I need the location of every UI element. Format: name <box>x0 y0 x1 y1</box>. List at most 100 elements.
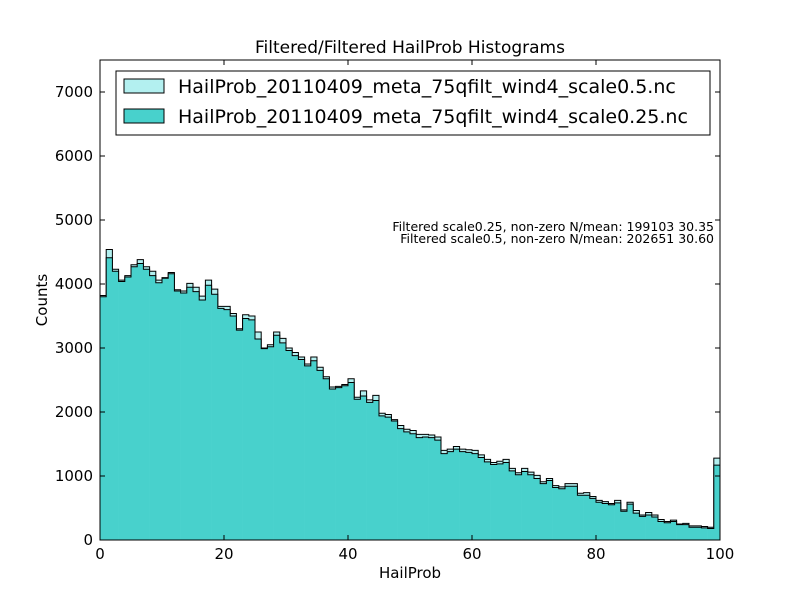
series-1 <box>99 257 721 540</box>
histogram-bar <box>689 527 696 540</box>
histogram-bar <box>131 266 138 540</box>
axes: 0 20 40 60 80 1000100020003000400050006000700… <box>55 59 735 563</box>
histogram-bar <box>143 269 150 540</box>
histogram-bar <box>583 495 591 540</box>
histogram-bar <box>676 524 684 540</box>
histogram-bar <box>503 462 510 540</box>
histogram-bar <box>199 300 206 540</box>
histogram-bar <box>695 527 702 540</box>
histogram-bar <box>112 271 119 540</box>
histogram-bar <box>664 522 671 540</box>
histogram-bar <box>589 498 597 540</box>
histogram-bar <box>329 388 336 540</box>
legend: HailProb_20110409_meta_75qfilt_wind4_sca… <box>115 70 711 136</box>
histogram-bar <box>651 516 659 540</box>
histogram-bar <box>267 346 274 540</box>
histogram-bar <box>496 463 504 540</box>
histogram-bar <box>372 400 380 540</box>
x-tick-label: 20 <box>214 545 233 563</box>
histogram-bar <box>670 521 677 540</box>
y-tick-label: 3000 <box>55 339 93 357</box>
y-tick-label: 1000 <box>55 467 93 485</box>
histogram-bar <box>614 502 622 540</box>
histogram-bar <box>565 486 572 540</box>
x-tick-label: 100 <box>706 545 735 563</box>
histogram-bar <box>180 292 188 540</box>
histogram-bar <box>100 296 107 540</box>
histogram-bar <box>527 474 535 540</box>
legend-frame <box>115 70 711 136</box>
histogram-bar <box>155 282 163 540</box>
histogram-bar <box>416 437 423 540</box>
plot-frame <box>99 59 721 541</box>
histogram-bar <box>255 339 262 540</box>
x-axis-label: HailProb <box>379 564 441 582</box>
histogram-bar <box>106 257 113 540</box>
histogram-bar <box>490 464 498 540</box>
histogram-bar <box>515 474 522 540</box>
histogram-bar <box>447 451 454 540</box>
histogram-bar <box>217 308 225 540</box>
y-tick-label: 2000 <box>55 403 93 421</box>
histogram-bar <box>310 360 318 540</box>
histogram-bar <box>137 263 144 540</box>
histogram-bar <box>509 470 516 540</box>
histogram-bar <box>317 370 324 540</box>
histogram-bar <box>472 453 479 540</box>
histogram-bar <box>224 309 231 540</box>
histogram-bar <box>627 504 634 540</box>
histogram-bar <box>205 285 212 540</box>
histogram-bar <box>558 488 566 540</box>
histogram-bar <box>261 348 268 540</box>
histogram-bar <box>465 452 473 540</box>
histogram-bar <box>236 330 243 540</box>
histogram-bar <box>298 359 305 540</box>
y-axis-label: Counts <box>33 274 51 327</box>
x-tick-label: 0 <box>95 545 105 563</box>
histogram-bar <box>639 516 646 540</box>
histogram-bar <box>596 502 603 540</box>
histogram-bar <box>633 513 640 540</box>
histogram-bar <box>552 487 560 540</box>
annotation-scale05: Filtered scale0.5, non-zero N/mean: 2026… <box>400 231 714 246</box>
histogram-bar <box>571 486 578 540</box>
histogram-bar <box>540 483 547 540</box>
legend-label-scale025: HailProb_20110409_meta_75qfilt_wind4_sca… <box>178 106 688 128</box>
histogram-bar <box>292 355 299 540</box>
histogram-bar <box>168 273 175 540</box>
histogram-bar <box>149 275 157 540</box>
histogram-bar <box>428 437 436 540</box>
histogram-bar <box>323 378 330 540</box>
histogram-bar <box>379 415 386 540</box>
histogram-bar <box>534 478 541 540</box>
histogram-bar <box>193 291 200 540</box>
histogram-bar <box>124 276 132 540</box>
histogram-bar <box>230 316 237 540</box>
histogram-bar <box>391 420 398 540</box>
histogram-bar <box>286 350 293 540</box>
histogram-bar <box>577 495 584 540</box>
histogram-bar <box>658 521 665 540</box>
series-outline <box>99 257 721 540</box>
histogram-bar <box>248 319 256 540</box>
histogram-bar <box>186 287 194 540</box>
histogram-bar <box>459 451 467 540</box>
histogram-bar <box>304 365 312 540</box>
histogram-bar <box>620 511 628 540</box>
legend-swatch-scale05 <box>123 78 165 94</box>
histogram-bar <box>602 503 609 540</box>
histogram-bar <box>348 382 355 540</box>
x-tick-label: 80 <box>586 545 605 563</box>
y-tick-label: 0 <box>83 531 93 549</box>
histogram-bar <box>118 281 126 540</box>
histogram-bar <box>713 465 721 540</box>
histogram-bar <box>403 431 411 540</box>
histogram-bar <box>279 342 287 540</box>
histogram-bar <box>422 436 429 540</box>
histogram-bar <box>341 385 349 540</box>
x-tick-label: 40 <box>338 545 357 563</box>
histogram-bar <box>174 291 181 540</box>
histogram-bar <box>385 417 392 540</box>
histogram-bar <box>211 294 219 540</box>
